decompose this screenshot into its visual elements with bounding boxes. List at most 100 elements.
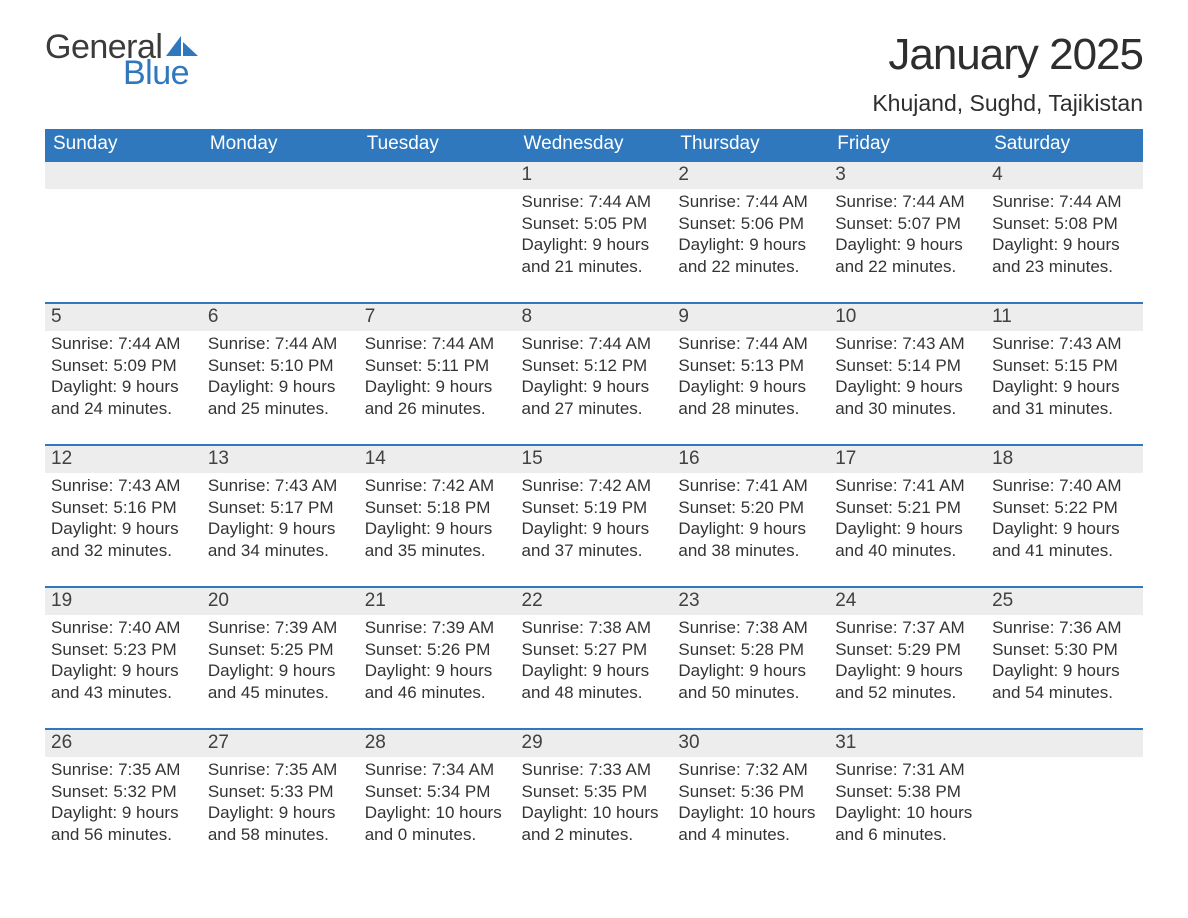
day-number-bar: 8 [516, 302, 673, 331]
day-line-ss: Sunset: 5:06 PM [678, 213, 823, 235]
day-line-d2: and 37 minutes. [522, 540, 667, 562]
day-line-d1: Daylight: 10 hours [365, 802, 510, 824]
calendar-day-cell [986, 728, 1143, 856]
day-line-d2: and 30 minutes. [835, 398, 980, 420]
day-line-sr: Sunrise: 7:36 AM [992, 617, 1137, 639]
calendar-day-cell: 24Sunrise: 7:37 AMSunset: 5:29 PMDayligh… [829, 586, 986, 714]
calendar-day-cell [202, 160, 359, 288]
day-number-bar: 6 [202, 302, 359, 331]
day-body: Sunrise: 7:39 AMSunset: 5:25 PMDaylight:… [202, 615, 359, 704]
day-line-sr: Sunrise: 7:40 AM [51, 617, 196, 639]
day-line-sr: Sunrise: 7:35 AM [51, 759, 196, 781]
day-line-d2: and 38 minutes. [678, 540, 823, 562]
day-line-d2: and 46 minutes. [365, 682, 510, 704]
day-line-sr: Sunrise: 7:44 AM [678, 191, 823, 213]
calendar-day-cell: 18Sunrise: 7:40 AMSunset: 5:22 PMDayligh… [986, 444, 1143, 572]
day-line-sr: Sunrise: 7:32 AM [678, 759, 823, 781]
day-line-d2: and 52 minutes. [835, 682, 980, 704]
day-line-d1: Daylight: 9 hours [208, 518, 353, 540]
day-body: Sunrise: 7:34 AMSunset: 5:34 PMDaylight:… [359, 757, 516, 846]
day-line-d1: Daylight: 9 hours [522, 234, 667, 256]
day-number-bar: 30 [672, 728, 829, 757]
day-number-bar: 22 [516, 586, 673, 615]
calendar-week-row: 5Sunrise: 7:44 AMSunset: 5:09 PMDaylight… [45, 302, 1143, 430]
calendar-week-row: 1Sunrise: 7:44 AMSunset: 5:05 PMDaylight… [45, 160, 1143, 288]
day-number-bar: 31 [829, 728, 986, 757]
day-line-d2: and 40 minutes. [835, 540, 980, 562]
logo: General Blue [45, 30, 200, 90]
calendar-day-cell: 9Sunrise: 7:44 AMSunset: 5:13 PMDaylight… [672, 302, 829, 430]
day-line-d2: and 34 minutes. [208, 540, 353, 562]
day-number-bar: 16 [672, 444, 829, 473]
day-line-d2: and 6 minutes. [835, 824, 980, 846]
day-line-ss: Sunset: 5:36 PM [678, 781, 823, 803]
day-body: Sunrise: 7:44 AMSunset: 5:11 PMDaylight:… [359, 331, 516, 420]
day-body: Sunrise: 7:44 AMSunset: 5:10 PMDaylight:… [202, 331, 359, 420]
weekday-header: Sunday [45, 129, 202, 160]
calendar-day-cell: 15Sunrise: 7:42 AMSunset: 5:19 PMDayligh… [516, 444, 673, 572]
day-line-d1: Daylight: 9 hours [678, 518, 823, 540]
day-line-sr: Sunrise: 7:43 AM [51, 475, 196, 497]
calendar-table: Sunday Monday Tuesday Wednesday Thursday… [45, 129, 1143, 856]
calendar-day-cell: 22Sunrise: 7:38 AMSunset: 5:27 PMDayligh… [516, 586, 673, 714]
day-line-d1: Daylight: 9 hours [835, 518, 980, 540]
day-line-ss: Sunset: 5:11 PM [365, 355, 510, 377]
day-line-ss: Sunset: 5:33 PM [208, 781, 353, 803]
day-number-bar: 5 [45, 302, 202, 331]
day-line-d2: and 27 minutes. [522, 398, 667, 420]
calendar-day-cell: 16Sunrise: 7:41 AMSunset: 5:20 PMDayligh… [672, 444, 829, 572]
day-line-ss: Sunset: 5:21 PM [835, 497, 980, 519]
day-body: Sunrise: 7:37 AMSunset: 5:29 PMDaylight:… [829, 615, 986, 704]
calendar-day-cell: 14Sunrise: 7:42 AMSunset: 5:18 PMDayligh… [359, 444, 516, 572]
calendar-day-cell: 27Sunrise: 7:35 AMSunset: 5:33 PMDayligh… [202, 728, 359, 856]
day-line-ss: Sunset: 5:19 PM [522, 497, 667, 519]
day-line-d2: and 26 minutes. [365, 398, 510, 420]
calendar-day-cell: 3Sunrise: 7:44 AMSunset: 5:07 PMDaylight… [829, 160, 986, 288]
day-line-d2: and 48 minutes. [522, 682, 667, 704]
day-number-bar: 27 [202, 728, 359, 757]
day-line-d1: Daylight: 9 hours [522, 376, 667, 398]
calendar-day-cell: 29Sunrise: 7:33 AMSunset: 5:35 PMDayligh… [516, 728, 673, 856]
day-line-ss: Sunset: 5:26 PM [365, 639, 510, 661]
day-line-d1: Daylight: 9 hours [992, 376, 1137, 398]
day-number-bar: 9 [672, 302, 829, 331]
day-number-bar: 7 [359, 302, 516, 331]
day-body: Sunrise: 7:43 AMSunset: 5:14 PMDaylight:… [829, 331, 986, 420]
day-line-sr: Sunrise: 7:44 AM [365, 333, 510, 355]
day-line-sr: Sunrise: 7:39 AM [208, 617, 353, 639]
day-line-ss: Sunset: 5:14 PM [835, 355, 980, 377]
day-line-d2: and 43 minutes. [51, 682, 196, 704]
week-spacer [45, 572, 1143, 586]
day-number-bar: 28 [359, 728, 516, 757]
day-line-d1: Daylight: 9 hours [678, 660, 823, 682]
day-line-sr: Sunrise: 7:40 AM [992, 475, 1137, 497]
day-line-d2: and 24 minutes. [51, 398, 196, 420]
day-line-d1: Daylight: 9 hours [208, 802, 353, 824]
day-line-sr: Sunrise: 7:42 AM [365, 475, 510, 497]
day-line-sr: Sunrise: 7:44 AM [835, 191, 980, 213]
day-line-d2: and 25 minutes. [208, 398, 353, 420]
day-line-d2: and 22 minutes. [835, 256, 980, 278]
day-number-bar: 13 [202, 444, 359, 473]
day-line-sr: Sunrise: 7:31 AM [835, 759, 980, 781]
day-body: Sunrise: 7:32 AMSunset: 5:36 PMDaylight:… [672, 757, 829, 846]
day-line-d1: Daylight: 9 hours [522, 660, 667, 682]
day-line-sr: Sunrise: 7:33 AM [522, 759, 667, 781]
day-body: Sunrise: 7:39 AMSunset: 5:26 PMDaylight:… [359, 615, 516, 704]
day-line-d1: Daylight: 10 hours [522, 802, 667, 824]
calendar-day-cell: 11Sunrise: 7:43 AMSunset: 5:15 PMDayligh… [986, 302, 1143, 430]
calendar-day-cell: 30Sunrise: 7:32 AMSunset: 5:36 PMDayligh… [672, 728, 829, 856]
day-number-bar: 23 [672, 586, 829, 615]
day-line-ss: Sunset: 5:25 PM [208, 639, 353, 661]
day-number-bar: 4 [986, 160, 1143, 189]
location: Khujand, Sughd, Tajikistan [872, 90, 1143, 117]
day-line-ss: Sunset: 5:30 PM [992, 639, 1137, 661]
day-body: Sunrise: 7:35 AMSunset: 5:32 PMDaylight:… [45, 757, 202, 846]
day-line-ss: Sunset: 5:10 PM [208, 355, 353, 377]
weekday-header: Wednesday [516, 129, 673, 160]
calendar-day-cell: 31Sunrise: 7:31 AMSunset: 5:38 PMDayligh… [829, 728, 986, 856]
day-line-ss: Sunset: 5:07 PM [835, 213, 980, 235]
day-line-d2: and 22 minutes. [678, 256, 823, 278]
calendar-week-row: 19Sunrise: 7:40 AMSunset: 5:23 PMDayligh… [45, 586, 1143, 714]
title-block: January 2025 Khujand, Sughd, Tajikistan [872, 30, 1143, 117]
